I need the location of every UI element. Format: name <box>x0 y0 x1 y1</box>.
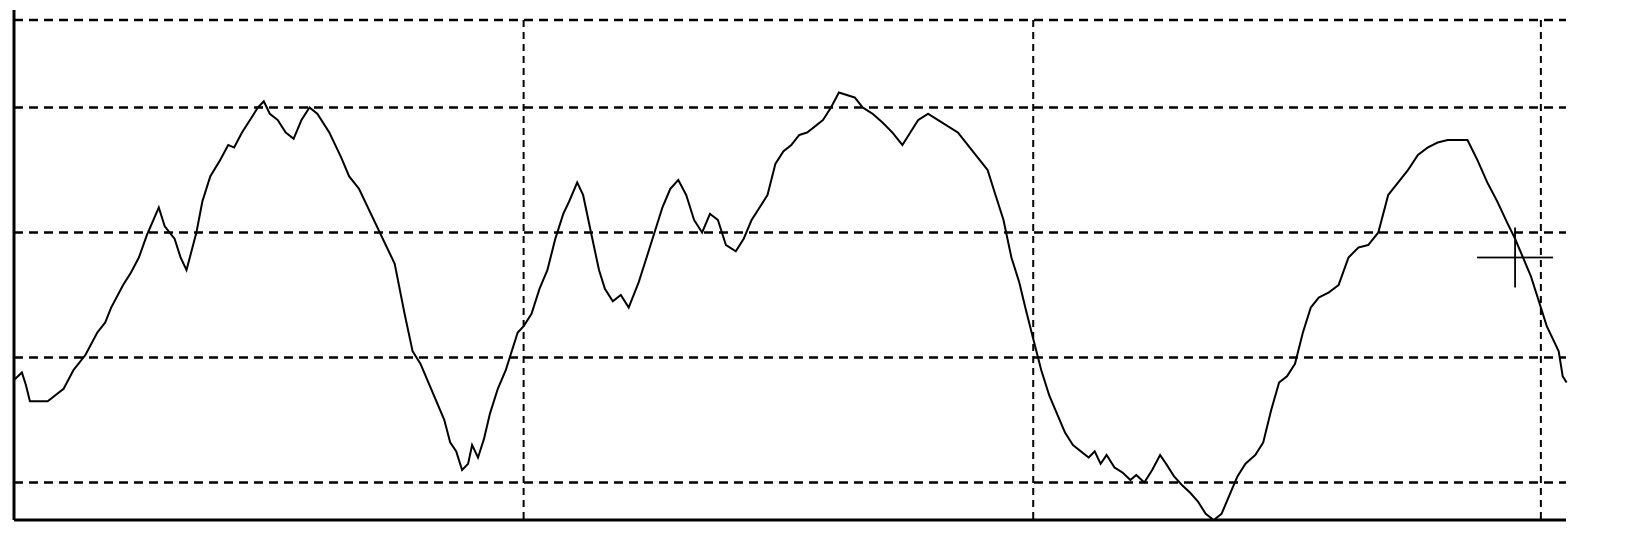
axes <box>12 10 1566 522</box>
series-line <box>13 91 1568 522</box>
gridlines <box>14 18 1566 520</box>
crosshair-cursor-icon <box>1477 227 1554 288</box>
